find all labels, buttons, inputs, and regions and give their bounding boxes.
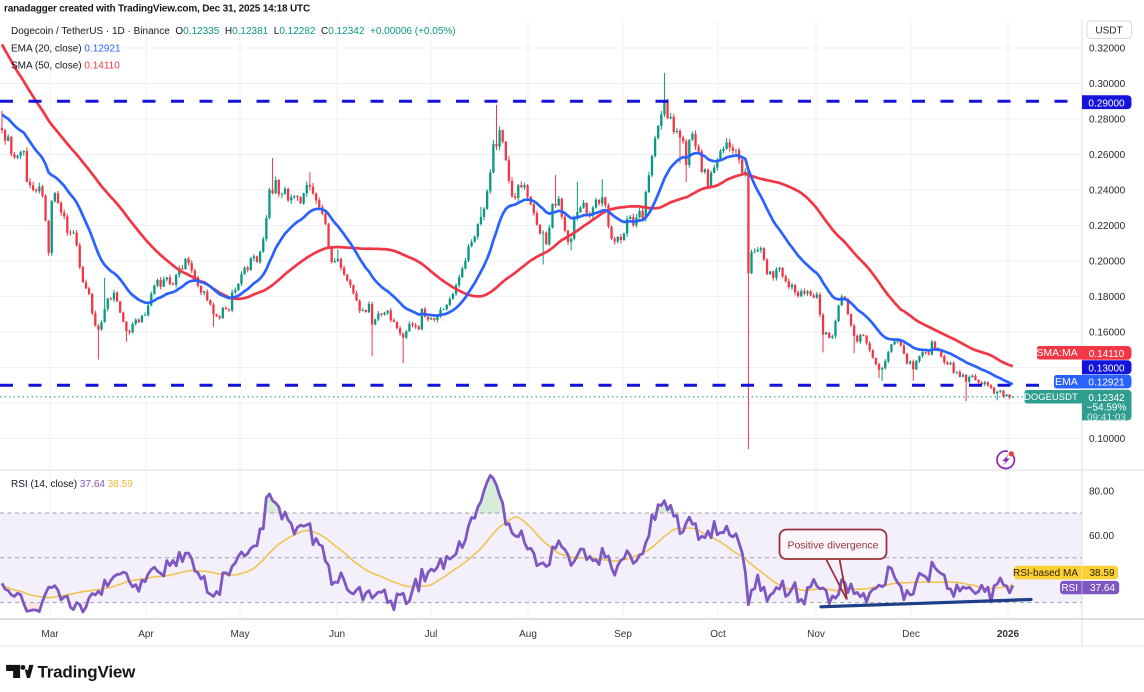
svg-text:Positive divergence: Positive divergence <box>787 540 878 552</box>
svg-text:0.12342: 0.12342 <box>1088 393 1125 404</box>
svg-text:EMA: EMA <box>1055 376 1078 388</box>
svg-text:ranadagger created with Tradin: ranadagger created with TradingView.com,… <box>4 4 310 15</box>
svg-text:RSI (14, close) 37.64 38.59: RSI (14, close) 37.64 38.59 <box>11 479 133 490</box>
svg-text:0.29000: 0.29000 <box>1088 98 1125 109</box>
svg-text:Oct: Oct <box>710 629 726 640</box>
svg-text:09:41:03: 09:41:03 <box>1087 412 1126 423</box>
svg-text:0.18000: 0.18000 <box>1089 292 1126 303</box>
svg-text:Mar: Mar <box>41 629 59 640</box>
svg-text:0.30000: 0.30000 <box>1089 79 1126 90</box>
svg-text:0.22000: 0.22000 <box>1089 221 1126 232</box>
svg-text:Nov: Nov <box>807 629 825 640</box>
svg-text:Aug: Aug <box>519 629 537 640</box>
svg-text:0.24000: 0.24000 <box>1089 186 1126 197</box>
svg-text:2026: 2026 <box>997 629 1020 640</box>
svg-text:0.26000: 0.26000 <box>1089 150 1126 161</box>
svg-text:May: May <box>231 629 250 640</box>
svg-text:DOGEUSDT: DOGEUSDT <box>1024 392 1078 403</box>
svg-text:TradingView: TradingView <box>38 663 137 682</box>
svg-text:Jun: Jun <box>329 629 345 640</box>
svg-text:EMA (20, close) 0.12921: EMA (20, close) 0.12921 <box>11 43 121 54</box>
svg-text:Sep: Sep <box>614 629 632 640</box>
svg-text:0.12921: 0.12921 <box>1088 378 1125 389</box>
svg-text:0.32000: 0.32000 <box>1089 44 1126 55</box>
svg-text:60.00: 60.00 <box>1089 531 1114 542</box>
svg-text:−54.59%: −54.59% <box>1087 403 1127 414</box>
svg-text:RSI: RSI <box>1061 583 1078 594</box>
svg-text:Apr: Apr <box>138 629 154 640</box>
svg-text:0.28000: 0.28000 <box>1089 115 1126 126</box>
svg-text:0.20000: 0.20000 <box>1089 257 1126 268</box>
svg-text:38.59: 38.59 <box>1089 568 1114 579</box>
svg-text:0.16000: 0.16000 <box>1089 328 1126 339</box>
svg-text:RSI-based MA: RSI-based MA <box>1013 568 1078 579</box>
svg-text:Jul: Jul <box>425 629 438 640</box>
svg-text:0.14110: 0.14110 <box>1089 349 1125 360</box>
svg-text:Dogecoin / TetherUS · 1D · Bin: Dogecoin / TetherUS · 1D · Binance O0.12… <box>11 26 456 37</box>
svg-text:USDT: USDT <box>1095 25 1122 36</box>
svg-text:Dec: Dec <box>902 629 920 640</box>
svg-text:SMA:MA: SMA:MA <box>1036 347 1077 359</box>
svg-text:0.10000: 0.10000 <box>1089 434 1126 445</box>
svg-text:SMA (50, close) 0.14110: SMA (50, close) 0.14110 <box>11 61 120 72</box>
svg-text:80.00: 80.00 <box>1089 486 1114 497</box>
svg-text:37.64: 37.64 <box>1090 583 1115 594</box>
svg-text:0.13000: 0.13000 <box>1088 363 1125 374</box>
